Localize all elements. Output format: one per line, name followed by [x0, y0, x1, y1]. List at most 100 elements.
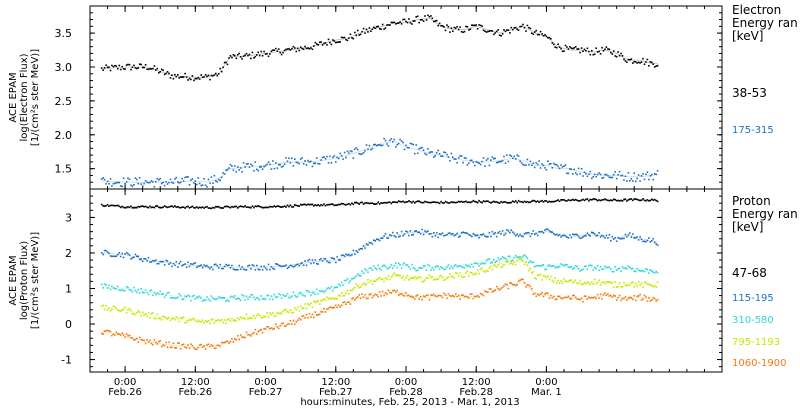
data-point	[463, 201, 466, 203]
data-point	[580, 168, 583, 170]
data-point	[630, 268, 633, 270]
data-point	[251, 294, 254, 296]
data-point	[276, 50, 279, 52]
data-point	[324, 42, 327, 44]
data-point	[583, 48, 586, 51]
data-point	[225, 169, 227, 171]
data-point	[648, 283, 650, 285]
data-point	[340, 202, 343, 205]
data-point	[326, 308, 328, 310]
data-point	[525, 30, 527, 32]
data-point	[389, 201, 391, 204]
data-point	[308, 48, 311, 50]
data-point	[335, 204, 337, 206]
data-point	[266, 268, 268, 271]
data-point	[390, 138, 393, 140]
data-point	[437, 278, 439, 280]
data-point	[174, 264, 176, 267]
data-point	[144, 64, 147, 66]
data-point	[648, 65, 650, 67]
data-point	[114, 204, 116, 207]
data-point	[468, 297, 470, 299]
data-point	[185, 266, 188, 268]
data-point	[152, 67, 154, 70]
data-point	[250, 317, 252, 320]
data-point	[593, 53, 596, 55]
data-point	[270, 313, 273, 316]
data-point	[572, 233, 574, 236]
data-point	[409, 200, 412, 203]
data-point	[611, 235, 614, 238]
data-point	[605, 199, 608, 201]
data-point	[392, 231, 394, 234]
data-point	[371, 202, 374, 204]
data-point	[646, 199, 649, 201]
data-point	[460, 231, 463, 234]
data-point	[152, 206, 154, 208]
data-point	[557, 165, 559, 168]
data-point	[475, 24, 477, 26]
data-point	[254, 161, 257, 163]
data-point	[498, 230, 501, 233]
data-point	[348, 253, 350, 256]
data-point	[254, 317, 257, 319]
data-point	[242, 317, 245, 319]
data-point	[361, 201, 363, 204]
data-point	[108, 307, 110, 309]
data-point	[482, 29, 485, 32]
data-point	[595, 297, 597, 300]
data-point	[533, 31, 536, 33]
data-point	[431, 17, 434, 20]
data-point	[150, 68, 153, 70]
data-point	[273, 167, 276, 170]
data-point	[134, 206, 137, 209]
data-point	[588, 296, 590, 298]
data-point	[378, 203, 381, 205]
data-point	[618, 282, 621, 284]
data-point	[226, 168, 229, 171]
data-point	[474, 262, 476, 265]
data-point	[555, 266, 558, 268]
data-point	[310, 47, 312, 49]
data-point	[447, 264, 450, 266]
data-point	[513, 261, 516, 263]
data-point	[337, 157, 340, 160]
data-point	[588, 200, 590, 202]
data-point	[119, 185, 122, 187]
data-point	[381, 278, 384, 280]
data-point	[332, 156, 334, 159]
data-point	[610, 199, 612, 201]
data-point	[155, 341, 157, 344]
data-point	[119, 310, 122, 312]
data-point	[542, 274, 545, 277]
data-point	[452, 276, 454, 278]
data-point	[409, 230, 412, 232]
data-point	[457, 236, 460, 238]
data-point	[207, 178, 210, 181]
data-point	[611, 296, 614, 298]
data-point	[184, 295, 186, 297]
data-point	[509, 154, 511, 156]
data-point	[102, 333, 104, 335]
data-point	[172, 206, 175, 208]
data-point	[231, 264, 233, 267]
data-point	[333, 298, 336, 300]
data-point	[232, 54, 235, 56]
data-point	[560, 280, 562, 282]
data-point	[354, 201, 356, 204]
data-point	[330, 306, 333, 309]
data-point	[441, 202, 444, 204]
data-point	[393, 289, 396, 292]
data-point	[612, 198, 615, 201]
data-point	[626, 61, 628, 63]
data-point	[430, 15, 432, 17]
data-point	[450, 233, 453, 235]
data-point	[288, 157, 290, 159]
data-point	[592, 175, 595, 178]
data-point	[223, 173, 226, 175]
data-point	[231, 295, 233, 298]
data-point	[138, 177, 141, 179]
data-point	[345, 38, 347, 41]
data-point	[397, 294, 400, 296]
data-point	[310, 262, 312, 265]
